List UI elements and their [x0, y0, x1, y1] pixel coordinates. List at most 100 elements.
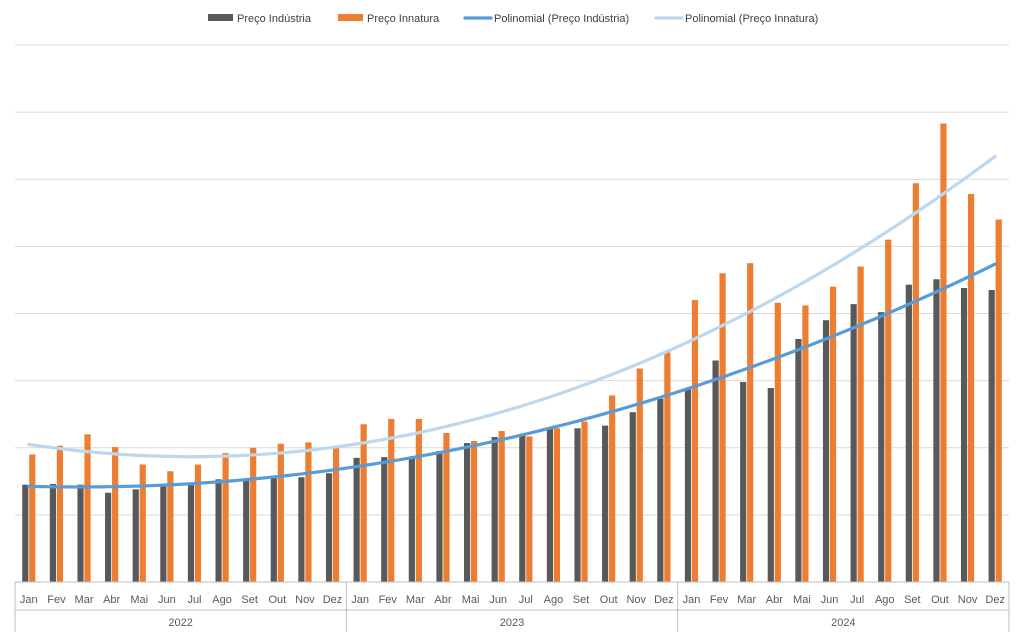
bar-series0 [795, 339, 802, 582]
bar-series0 [381, 457, 388, 582]
x-tick-label: Mai [462, 594, 480, 606]
bar-series0 [657, 398, 664, 582]
x-tick-label: Jan [351, 594, 369, 606]
bar-series0 [270, 475, 277, 582]
bar-series0 [629, 412, 636, 582]
bar-series1 [332, 446, 340, 582]
bar-series1 [443, 432, 450, 582]
bar-series0 [49, 483, 57, 582]
bar-series0 [822, 320, 830, 582]
x-tick-label: Abr [766, 594, 783, 606]
x-tick-label: Jan [683, 594, 701, 606]
bar-series1 [553, 428, 561, 582]
bar-series0 [463, 443, 471, 582]
bar-series1 [857, 266, 864, 582]
x-tick-label: Set [573, 594, 590, 606]
bar-series0 [988, 290, 995, 582]
x-tick-label: Jul [850, 594, 864, 606]
legend-label: Preço Indústria [237, 13, 312, 25]
bar-series0 [491, 437, 498, 582]
bar-series1 [222, 453, 229, 582]
trendlines [27, 154, 997, 489]
bar-series1 [995, 219, 1002, 582]
bar-series0 [105, 492, 112, 582]
bar-series1 [305, 442, 312, 582]
bar-series1 [112, 447, 119, 582]
bar-series0 [712, 360, 719, 582]
bar-series0 [187, 483, 195, 582]
bar-series1 [388, 418, 395, 582]
legend-label: Polinomial (Preço Innatura) [685, 13, 818, 25]
bar-series0 [243, 479, 250, 582]
bar-series1 [498, 430, 505, 582]
x-tick-label: Jul [187, 594, 201, 606]
bar-series1 [885, 239, 892, 582]
bar-series1 [84, 434, 91, 582]
bar-series0 [546, 428, 554, 582]
x-tick-label: Ago [544, 594, 564, 606]
bar-series0 [878, 312, 885, 582]
x-tick-label: Mai [793, 594, 811, 606]
x-group-label: 2022 [168, 617, 192, 629]
bar-series0 [519, 434, 526, 582]
x-group-label: 2024 [831, 617, 855, 629]
bar-series1 [719, 273, 726, 582]
bar-series1 [581, 421, 588, 582]
bar-series0 [850, 304, 857, 582]
legend: Preço Indústria Preço Innatura Polinomial … [208, 13, 818, 25]
x-tick-label: Abr [103, 594, 120, 606]
bar-series1 [829, 286, 837, 582]
bar-series1 [360, 424, 367, 582]
x-tick-label: Jun [821, 594, 839, 606]
bar-series0 [905, 284, 912, 582]
bar-series1 [940, 123, 947, 582]
bar-series1 [56, 445, 64, 582]
bar-series1 [912, 183, 919, 582]
x-tick-label: Dez [323, 594, 343, 606]
bar-series0 [436, 451, 443, 582]
bar-series0 [353, 457, 360, 582]
bar-series1 [636, 368, 643, 582]
trendline-0 [27, 262, 997, 489]
x-tick-label: Jun [489, 594, 507, 606]
legend-swatch [208, 14, 233, 21]
x-tick-label: Ago [875, 594, 895, 606]
bar-series0 [574, 428, 581, 582]
x-tick-label: Set [904, 594, 921, 606]
bar-series0 [960, 287, 968, 582]
bar-series1 [250, 447, 257, 582]
x-tick-label: Dez [654, 594, 674, 606]
bar-series0 [684, 388, 692, 582]
bar-series1 [664, 352, 671, 582]
x-tick-label: Nov [958, 594, 978, 606]
x-tick-label: Fev [47, 594, 66, 606]
bar-series1 [774, 302, 781, 582]
bar-series1 [470, 441, 478, 582]
bar-series1 [277, 443, 284, 582]
x-tick-label: Dez [985, 594, 1005, 606]
bar-series0 [408, 456, 415, 582]
bar-series0 [325, 473, 333, 582]
bar-series0 [215, 479, 222, 582]
bar-series1 [747, 263, 754, 582]
bar-series1 [691, 300, 699, 582]
x-tick-label: Jan [20, 594, 38, 606]
bar-series0 [22, 484, 29, 582]
bar-series1 [139, 464, 146, 582]
x-tick-label: Out [268, 594, 286, 606]
bar-series0 [767, 388, 774, 582]
x-tick-label: Ago [212, 594, 232, 606]
bar-series0 [740, 381, 747, 582]
gridlines [15, 44, 1009, 516]
bar-series1 [167, 471, 174, 582]
bar-series1 [802, 305, 809, 582]
bar-series1 [609, 395, 616, 582]
x-tick-label: Fev [710, 594, 729, 606]
x-tick-label: Mar [406, 594, 425, 606]
x-tick-label: Nov [295, 594, 315, 606]
bar-series0 [298, 477, 305, 582]
bar-series0 [602, 425, 609, 582]
x-tick-label: Jun [158, 594, 176, 606]
bar-series0 [77, 484, 84, 582]
